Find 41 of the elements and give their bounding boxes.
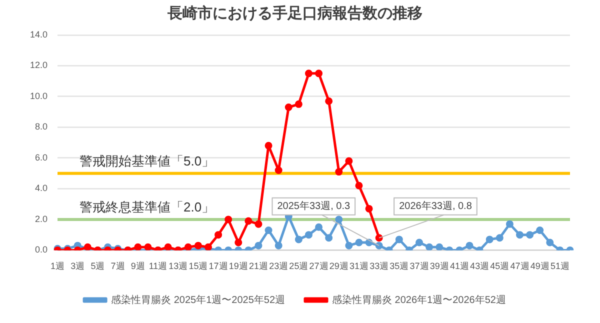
x-tick-label: 27週 (309, 261, 328, 272)
x-tick-label: 5週 (90, 261, 105, 272)
annotation: 2026年33週, 0.8 (399, 200, 472, 212)
text: 14.0 (30, 29, 48, 40)
x-tick-label: 11週 (148, 261, 168, 272)
x-tick-label: 49週 (530, 261, 550, 272)
chart-title: 長崎市における手足口病報告数の推移 (166, 4, 422, 22)
x-tick-label: 19週 (228, 261, 248, 272)
x-tick-label: 9週 (130, 261, 145, 272)
ref-line-label: 警戒終息基準値「2.0」 (80, 200, 215, 215)
text: 2.0 (35, 214, 48, 224)
text: 6.0 (35, 152, 48, 162)
x-tick-label: 43週 (470, 261, 490, 272)
text: 4.0 (35, 183, 48, 194)
ref-line-label: 警戒開始基準値「5.0」 (80, 153, 215, 168)
text: 0.0 (35, 244, 48, 255)
x-tick-label: 45週 (490, 261, 510, 272)
x-tick-label: 13週 (168, 261, 188, 272)
x-tick-label: 41週 (450, 261, 469, 272)
x-tick-label: 47週 (510, 261, 530, 272)
legend-label: 感染性胃腸炎 2025年1週〜2025年52週 (111, 294, 286, 306)
x-tick-label: 17週 (208, 261, 228, 272)
annotation: 2025年33週, 0.3 (277, 200, 351, 212)
x-tick-label: 33週 (370, 261, 389, 272)
x-tick-label: 21週 (248, 261, 268, 272)
x-tick-label: 31週 (349, 261, 368, 272)
x-tick-label: 25週 (289, 261, 308, 272)
x-tick-label: 15週 (188, 261, 208, 272)
x-tick-label: 1週 (50, 261, 65, 272)
x-tick-label: 35週 (390, 261, 409, 272)
x-tick-label: 7週 (110, 261, 125, 272)
text: 8.0 (35, 122, 48, 132)
text: 12.0 (30, 60, 48, 70)
x-tick-label: 37週 (410, 261, 429, 272)
legend-label: 感染性胃腸炎 2026年1週〜2026年52週 (332, 294, 506, 306)
x-tick-label: 29週 (329, 261, 348, 272)
x-tick-label: 51週 (550, 261, 570, 272)
x-tick-label: 23週 (269, 261, 288, 272)
text: 10.0 (30, 90, 48, 101)
x-tick-label: 39週 (430, 261, 449, 272)
x-tick-label: 3週 (70, 261, 85, 272)
